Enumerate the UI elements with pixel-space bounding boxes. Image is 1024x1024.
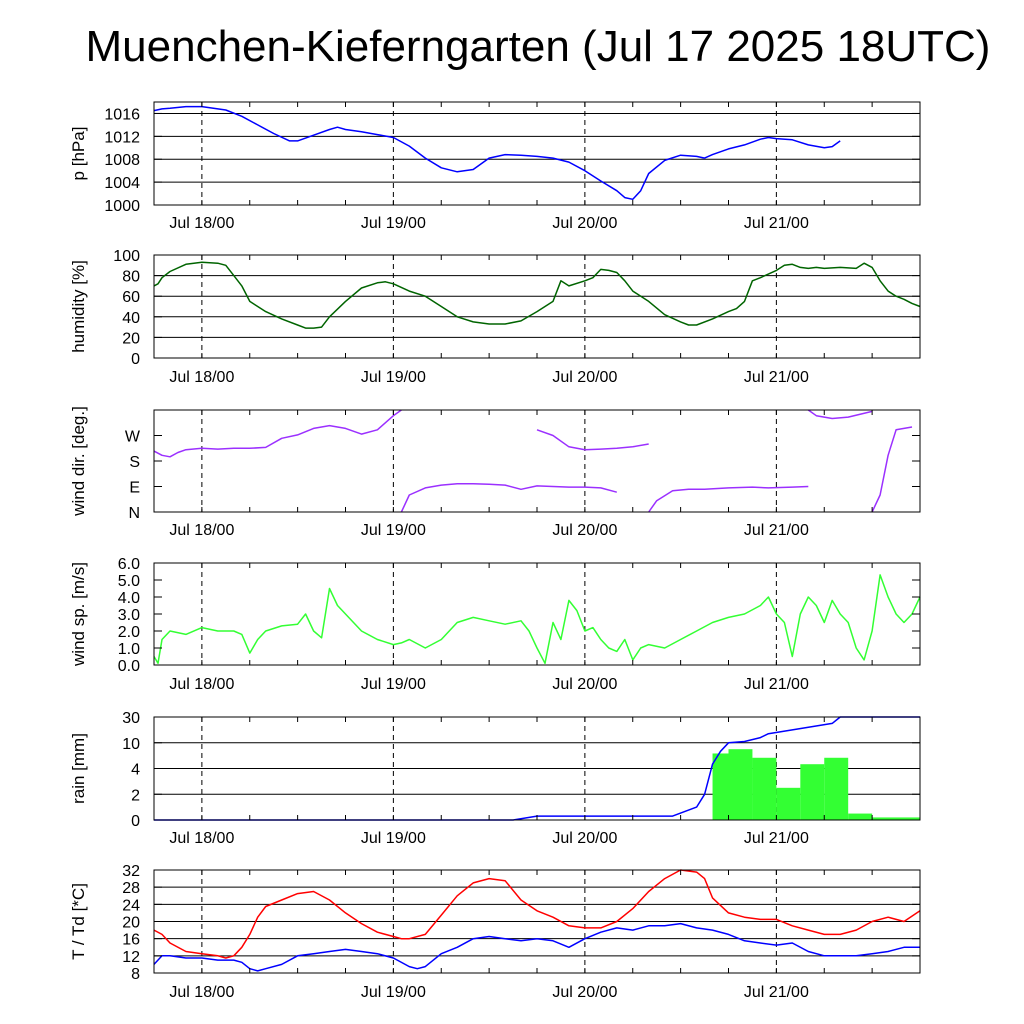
panel-frame xyxy=(153,562,921,666)
y-tick-label: 20 xyxy=(122,330,140,347)
y-tick-label: N xyxy=(128,505,140,522)
x-tick-label: Jul 20/00 xyxy=(552,215,617,232)
series-line-0 xyxy=(153,105,841,201)
y-tick-label: 16 xyxy=(122,932,140,949)
y-tick-label: 1.0 xyxy=(118,641,140,658)
wind-dir-segment xyxy=(807,409,873,420)
y-tick-label: 1000 xyxy=(104,198,140,215)
panel-pressure: 1000 1004 1008 1012 1016 Jul 18/00 Jul 19/00 Ju… xyxy=(69,101,921,232)
y-tick-label: 4.0 xyxy=(118,590,140,607)
x-tick-label: Jul 19/00 xyxy=(361,676,426,693)
x-tick-label: Jul 20/00 xyxy=(552,984,617,1001)
y-tick-label: 2 xyxy=(131,787,140,804)
y-tick-label: S xyxy=(129,454,140,471)
x-tick-label: Jul 19/00 xyxy=(361,215,426,232)
y-tick-label: E xyxy=(129,480,140,497)
x-tick-label: Jul 19/00 xyxy=(361,830,426,847)
x-tick-label: Jul 18/00 xyxy=(169,522,234,539)
y-tick-label: 8 xyxy=(131,966,140,983)
y-tick-label: 80 xyxy=(122,269,140,286)
y-axis-label: p [hPa] xyxy=(69,127,88,181)
x-tick-label: Jul 18/00 xyxy=(169,215,234,232)
rain-bar xyxy=(712,753,729,820)
wind-dir-segment xyxy=(400,482,617,513)
x-tick-label: Jul 18/00 xyxy=(169,676,234,693)
y-tick-label: 4 xyxy=(131,762,140,779)
x-tick-label: Jul 19/00 xyxy=(361,522,426,539)
x-tick-label: Jul 20/00 xyxy=(552,369,617,386)
y-tick-label: 32 xyxy=(122,863,140,880)
y-tick-label: 1012 xyxy=(104,129,140,146)
x-tick-label: Jul 19/00 xyxy=(361,984,426,1001)
y-tick-label: 10 xyxy=(122,736,140,753)
panel-rain: 0 2 4 10 30 Jul 18/00 Jul 19/00 Jul 20/00 Jul 21… xyxy=(69,710,921,847)
rain-bar xyxy=(752,757,777,820)
x-tick-label: Jul 21/00 xyxy=(744,830,809,847)
series-line-0 xyxy=(153,261,921,329)
wind-dir-segment xyxy=(648,485,809,513)
y-tick-label: 24 xyxy=(122,897,140,914)
rain-bar xyxy=(824,757,849,820)
x-tick-label: Jul 21/00 xyxy=(744,676,809,693)
rain-bar xyxy=(848,813,873,820)
panel-frame xyxy=(153,254,921,359)
y-tick-label: 5.0 xyxy=(118,573,140,590)
y-tick-label: 0.0 xyxy=(118,658,140,675)
y-tick-label: 1016 xyxy=(104,106,140,123)
x-tick-label: Jul 20/00 xyxy=(552,676,617,693)
panel-humidity: 0 20 40 60 80 100 Jul 18/00 Jul 19/00 Jul 20/00 J… xyxy=(69,248,921,386)
y-tick-label: 28 xyxy=(122,880,140,897)
x-tick-label: Jul 18/00 xyxy=(169,984,234,1001)
y-tick-label: W xyxy=(125,429,141,446)
x-tick-label: Jul 20/00 xyxy=(552,830,617,847)
wind-dir-segment xyxy=(153,409,402,458)
x-tick-label: Jul 20/00 xyxy=(552,522,617,539)
rain-bar xyxy=(728,749,753,820)
panel-wind_speed: 0.01.02.03.04.05.06.0 Jul 18/00 Jul 19/00 J… xyxy=(69,556,921,693)
x-tick-label: Jul 21/00 xyxy=(744,215,809,232)
rain-bar xyxy=(872,817,920,820)
y-axis-label: T / Td [*C] xyxy=(69,883,88,960)
y-tick-label: 40 xyxy=(122,310,140,327)
x-tick-label: Jul 21/00 xyxy=(744,522,809,539)
y-tick-label: 0 xyxy=(131,813,140,830)
series-line-td xyxy=(153,922,920,972)
x-tick-label: Jul 21/00 xyxy=(744,984,809,1001)
x-tick-label: Jul 19/00 xyxy=(361,369,426,386)
page-title: Muenchen-Kieferngarten (Jul 17 2025 18UT… xyxy=(85,22,991,71)
y-axis-label: wind dir. [deg.] xyxy=(69,406,88,517)
y-tick-label: 1004 xyxy=(104,175,140,192)
y-tick-label: 60 xyxy=(122,289,140,306)
panel-frame xyxy=(153,409,921,513)
rain-cumulative-line xyxy=(154,716,920,821)
y-axis-label: humidity [%] xyxy=(69,260,88,353)
series-line-t xyxy=(153,869,921,959)
wind-dir-segment xyxy=(871,426,913,513)
y-tick-label: 6.0 xyxy=(118,556,140,573)
series-line-0 xyxy=(153,574,921,665)
y-tick-label: 0 xyxy=(131,351,140,368)
y-tick-label: 3.0 xyxy=(118,607,140,624)
y-tick-label: 2.0 xyxy=(118,624,140,641)
x-tick-label: Jul 18/00 xyxy=(169,830,234,847)
rain-bar xyxy=(800,764,825,820)
x-tick-label: Jul 18/00 xyxy=(169,369,234,386)
y-tick-label: 30 xyxy=(122,710,140,727)
y-tick-label: 20 xyxy=(122,915,140,932)
y-axis-label: wind sp. [m/s] xyxy=(69,562,88,667)
panel-frame xyxy=(153,101,921,206)
y-tick-label: 12 xyxy=(122,949,140,966)
x-tick-label: Jul 21/00 xyxy=(744,369,809,386)
y-axis-label: rain [mm] xyxy=(69,733,88,804)
wind-dir-segment xyxy=(536,429,649,451)
y-tick-label: 1008 xyxy=(104,152,140,169)
y-tick-label: 100 xyxy=(113,248,140,265)
rain-bar xyxy=(776,787,801,820)
